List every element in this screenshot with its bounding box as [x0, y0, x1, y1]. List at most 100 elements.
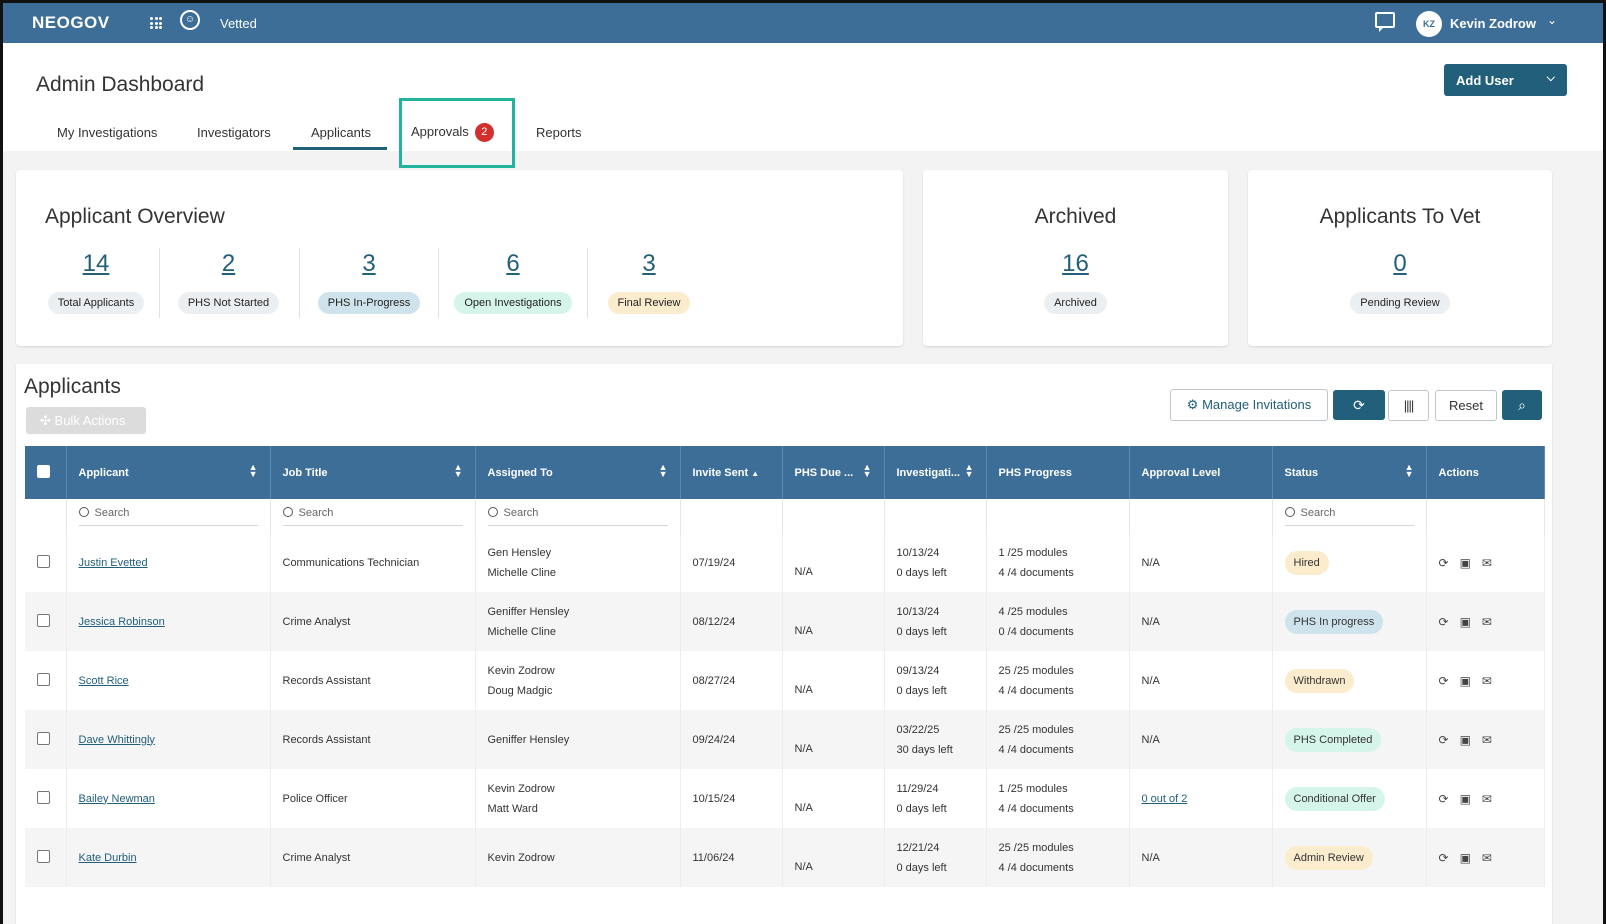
tab-approvals[interactable]: Approvals 2 — [411, 123, 494, 142]
investigation-cell: 10/13/24 0 days left — [884, 533, 987, 592]
column-header-assigned-to[interactable]: Assigned To ▲ ▼ — [475, 446, 681, 499]
row-checkbox[interactable] — [37, 613, 50, 627]
column-header-phs-progress[interactable]: PHS Progress — [986, 446, 1130, 499]
investigation-date: 11/29/24 — [896, 782, 939, 795]
select-all-header — [25, 446, 67, 499]
mail-icon[interactable]: ✉ — [1481, 791, 1492, 806]
archived-count[interactable]: 16 — [1062, 250, 1089, 277]
phs-in-progress-count[interactable]: 3 — [362, 250, 376, 277]
actions-cell: ⟳ ▣ ✉ — [1426, 828, 1545, 887]
assigned-to-search-input[interactable]: Search — [487, 506, 668, 526]
search-button[interactable]: ⌕ — [1502, 390, 1542, 420]
approval-level: N/A — [1141, 674, 1160, 687]
open-investigations-count[interactable]: 6 — [506, 250, 520, 277]
to-vet-title: Applicants To Vet — [1319, 205, 1481, 228]
archived-pill: Archived — [1044, 292, 1107, 314]
job-title-search-input[interactable]: Search — [282, 506, 463, 526]
tab-applicants[interactable]: Applicants — [311, 125, 371, 140]
phs-due-value: N/A — [794, 565, 813, 578]
profile-icon[interactable]: ▣ — [1459, 732, 1471, 747]
column-label: Actions — [1438, 466, 1479, 479]
stat-open-investigations: 6 Open Investigations — [448, 250, 578, 314]
applicant-name-link[interactable]: Dave Whittingly — [78, 733, 155, 746]
search-placeholder: Search — [94, 507, 130, 519]
mail-icon[interactable]: ✉ — [1481, 673, 1492, 688]
applicant-name-link[interactable]: Scott Rice — [78, 674, 129, 687]
mail-icon[interactable]: ✉ — [1481, 850, 1492, 865]
refresh-icon: ⟳ — [1353, 397, 1365, 413]
column-header-applicant[interactable]: Applicant ▲ ▼ — [66, 446, 271, 499]
pending-review-count[interactable]: 0 — [1393, 250, 1407, 277]
avatar[interactable]: KZ — [1416, 11, 1442, 37]
column-settings-button[interactable]: |||| — [1388, 390, 1429, 421]
mail-icon[interactable]: ✉ — [1481, 555, 1492, 570]
applicant-name-link[interactable]: Justin Evetted — [78, 556, 148, 569]
total-applicants-count[interactable]: 14 — [82, 250, 110, 277]
approval-level-link[interactable]: 0 out of 2 — [1141, 792, 1188, 805]
applicant-search-input[interactable]: Search — [78, 506, 258, 526]
profile-icon[interactable]: ▣ — [1459, 791, 1471, 806]
profile-icon[interactable]: ▣ — [1459, 673, 1471, 688]
applicant-name-link[interactable]: Jessica Robinson — [78, 615, 165, 628]
row-checkbox[interactable] — [37, 672, 50, 686]
app-name: Vetted — [220, 16, 257, 31]
add-user-button[interactable]: Add User ⌵ — [1444, 64, 1567, 96]
mail-icon[interactable]: ✉ — [1481, 732, 1492, 747]
manage-invitations-button[interactable]: ⚙ Manage Invitations — [1170, 389, 1328, 421]
refresh-icon[interactable]: ⟳ — [1438, 791, 1449, 806]
reset-button[interactable]: Reset — [1435, 390, 1497, 421]
search-icon — [282, 507, 293, 517]
profile-icon[interactable]: ▣ — [1459, 555, 1471, 570]
row-checkbox[interactable] — [37, 849, 50, 863]
brand-logo[interactable]: NEOGOV — [32, 13, 110, 32]
phs-progress-cell: 1 /25 modules 4 /4 documents — [986, 769, 1130, 828]
tab-my-investigations[interactable]: My Investigations — [57, 125, 158, 140]
column-header-job-title[interactable]: Job Title ▲ ▼ — [270, 446, 476, 499]
refresh-icon[interactable]: ⟳ — [1438, 732, 1449, 747]
row-checkbox[interactable] — [37, 790, 50, 804]
tab-reports[interactable]: Reports — [536, 125, 582, 140]
assigned-to-cell: Kevin Zodrow — [475, 828, 681, 887]
mail-icon[interactable]: ✉ — [1481, 614, 1492, 629]
column-label: Investigati... — [896, 466, 961, 479]
column-header-investigation[interactable]: Investigati... ▲ ▼ — [884, 446, 987, 499]
bulk-actions-button[interactable]: ✣ Bulk Actions — [26, 407, 146, 434]
chevron-down-icon[interactable]: ⌄ — [1547, 13, 1558, 27]
column-header-invite-sent[interactable]: Invite Sent ▲ — [680, 446, 783, 499]
column-header-status[interactable]: Status ▲ ▼ — [1272, 446, 1427, 499]
investigation-cell: 09/13/24 0 days left — [884, 651, 987, 710]
select-all-checkbox[interactable] — [37, 464, 50, 478]
chat-icon[interactable] — [1375, 12, 1395, 32]
column-header-phs-due[interactable]: PHS Due ... ▲ ▼ — [782, 446, 885, 499]
status-cell: Hired — [1272, 533, 1427, 592]
refresh-button[interactable]: ⟳ — [1333, 390, 1385, 420]
open-investigations-pill: Open Investigations — [454, 292, 572, 314]
status-search-input[interactable]: Search — [1284, 506, 1414, 526]
phs-due-value: N/A — [794, 801, 813, 814]
refresh-icon[interactable]: ⟳ — [1438, 555, 1449, 570]
table-row: Scott Rice Records Assistant Kevin Zodrow D… — [25, 651, 1545, 710]
app-grid-icon[interactable] — [150, 17, 162, 29]
applicant-name-link[interactable]: Kate Durbin — [78, 851, 137, 864]
column-header-approval-level[interactable]: Approval Level — [1129, 446, 1273, 499]
status-badge: PHS Completed — [1284, 727, 1382, 752]
phs-not-started-count[interactable]: 2 — [221, 250, 236, 277]
invite-sent-cell: 07/19/24 — [680, 533, 783, 592]
phs-progress-cell: 1 /25 modules 4 /4 documents — [986, 533, 1130, 592]
refresh-icon[interactable]: ⟳ — [1438, 614, 1449, 629]
applicant-name-link[interactable]: Bailey Newman — [78, 792, 155, 805]
profile-icon[interactable]: ▣ — [1459, 614, 1471, 629]
applicants-to-vet-card: Applicants To Vet 0 Pending Review — [1248, 170, 1552, 346]
row-checkbox[interactable] — [37, 731, 50, 745]
chevron-down-icon: ⌵ — [1546, 72, 1555, 84]
final-review-count[interactable]: 3 — [642, 250, 656, 277]
refresh-icon[interactable]: ⟳ — [1438, 850, 1449, 865]
refresh-icon[interactable]: ⟳ — [1438, 673, 1449, 688]
profile-icon[interactable]: ▣ — [1459, 850, 1471, 865]
row-checkbox[interactable] — [37, 554, 50, 568]
assigned-to-cell: Kevin Zodrow Doug Madgic — [475, 651, 681, 710]
tab-investigators[interactable]: Investigators — [197, 125, 271, 140]
phs-progress-cell: 25 /25 modules 4 /4 documents — [986, 651, 1130, 710]
user-name[interactable]: Kevin Zodrow — [1450, 16, 1536, 31]
stat-phs-in-progress: 3 PHS In-Progress — [309, 250, 429, 314]
